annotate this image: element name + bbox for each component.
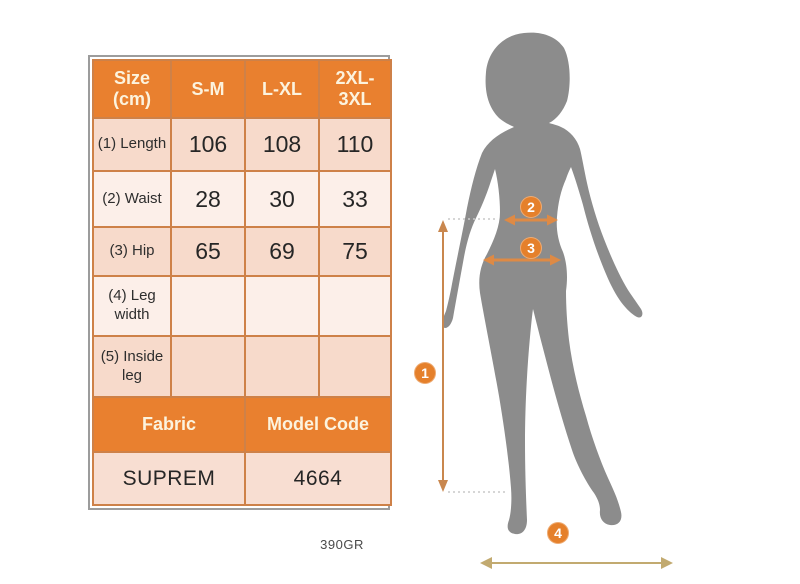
inside-leg-l-xl	[244, 335, 320, 398]
table-row-length: (1) Length 106 108 110	[92, 117, 392, 172]
row-label-hip: (3) Hip	[92, 226, 172, 277]
waist-arrow	[504, 214, 558, 226]
measure-point-4-badge: 4	[547, 522, 569, 544]
measure-point-2-badge: 2	[520, 196, 542, 218]
measure-point-1-badge: 1	[414, 362, 436, 384]
table-row-inside-leg: (5) Inside leg	[92, 335, 392, 398]
leg-width-2xl-3xl	[318, 275, 392, 337]
inside-leg-2xl-3xl	[318, 335, 392, 398]
hip-arrow	[483, 254, 561, 266]
length-s-m: 106	[170, 117, 246, 172]
hip-s-m: 65	[170, 226, 246, 277]
length-l-xl: 108	[244, 117, 320, 172]
col-header-size-cm: Size (cm)	[92, 59, 172, 119]
info-value-row: SUPREM 4664	[92, 451, 392, 506]
fabric-header: Fabric	[92, 396, 246, 453]
size-table-grid: Size (cm) S-M L-XL 2XL-3XL (1) Length 10…	[92, 59, 392, 506]
bottom-width-arrow	[480, 557, 673, 569]
info-header-row: Fabric Model Code	[92, 396, 392, 453]
hip-2xl-3xl: 75	[318, 226, 392, 277]
leg-width-l-xl	[244, 275, 320, 337]
table-row-waist: (2) Waist 28 30 33	[92, 170, 392, 228]
leg-width-s-m	[170, 275, 246, 337]
weight-note: 390GR	[320, 537, 364, 552]
measure-point-3-badge: 3	[520, 237, 542, 259]
row-label-waist: (2) Waist	[92, 170, 172, 228]
length-2xl-3xl: 110	[318, 117, 392, 172]
row-label-inside-leg: (5) Inside leg	[92, 335, 172, 398]
row-label-leg-width: (4) Leg width	[92, 275, 172, 337]
size-table-header-row: Size (cm) S-M L-XL 2XL-3XL	[92, 59, 392, 119]
model-code-value: 4664	[244, 451, 392, 506]
waist-l-xl: 30	[244, 170, 320, 228]
size-table: Size (cm) S-M L-XL 2XL-3XL (1) Length 10…	[88, 55, 392, 510]
waist-2xl-3xl: 33	[318, 170, 392, 228]
table-row-leg-width: (4) Leg width	[92, 275, 392, 337]
model-code-header: Model Code	[244, 396, 392, 453]
col-header-2xl-3xl: 2XL-3XL	[318, 59, 392, 119]
table-row-hip: (3) Hip 65 69 75	[92, 226, 392, 277]
col-header-l-xl: L-XL	[244, 59, 320, 119]
inside-leg-s-m	[170, 335, 246, 398]
waist-s-m: 28	[170, 170, 246, 228]
fabric-value: SUPREM	[92, 451, 246, 506]
row-label-length: (1) Length	[92, 117, 172, 172]
length-arrow	[438, 220, 448, 492]
col-header-s-m: S-M	[170, 59, 246, 119]
woman-silhouette	[442, 32, 643, 535]
hip-l-xl: 69	[244, 226, 320, 277]
